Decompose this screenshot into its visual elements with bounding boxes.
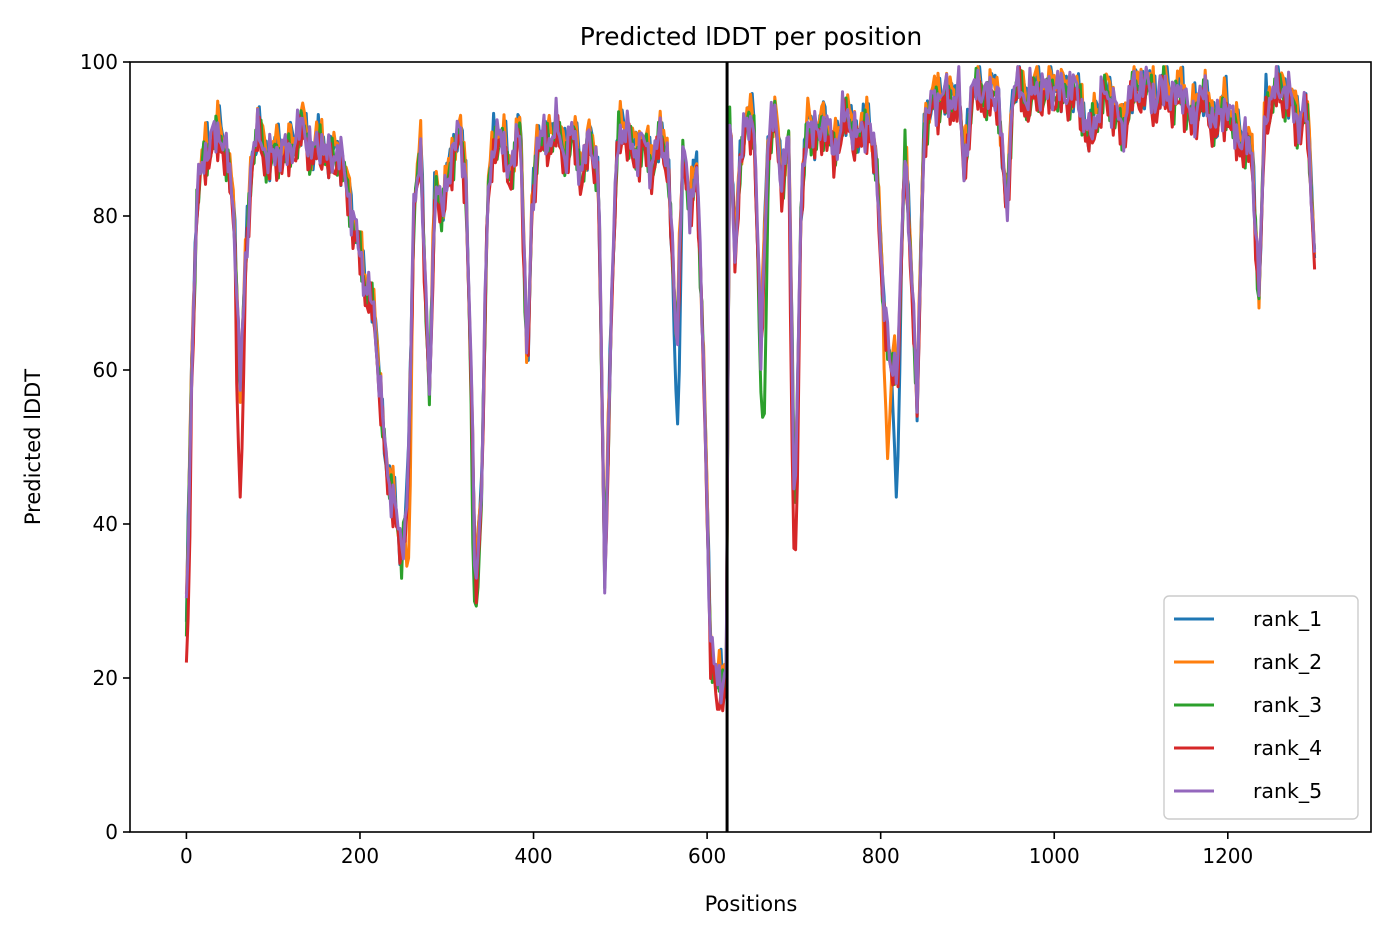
legend-label-rank-3: rank_3 [1253,693,1322,718]
x-tick-label: 200 [341,844,379,868]
series-line-rank-5 [184,65,1317,705]
y-tick-label: 80 [93,204,118,228]
y-tick-label: 100 [80,50,118,74]
legend-label-rank-1: rank_1 [1253,607,1322,632]
x-tick-label: 600 [688,844,726,868]
x-axis-label: Positions [705,892,798,916]
x-tick-label: 400 [514,844,552,868]
x-tick-label: 0 [180,844,193,868]
legend-label-rank-5: rank_5 [1253,779,1322,804]
y-axis-label: Predicted lDDT [21,369,45,525]
x-tick-label: 800 [862,844,900,868]
y-tick-label: 60 [93,358,118,382]
x-tick-label: 1000 [1029,844,1080,868]
chart-title: Predicted lDDT per position [580,22,922,51]
legend-label-rank-2: rank_2 [1253,650,1322,675]
y-tick-label: 40 [93,512,118,536]
y-axis-ticks: 0 20 40 60 80 100 [80,50,130,844]
x-axis-ticks: 0 200 400 600 800 1000 1200 [180,832,1253,868]
x-tick-label: 1200 [1202,844,1253,868]
y-tick-label: 0 [105,820,118,844]
legend-box [1163,595,1359,820]
plot-frame [129,61,1372,833]
series-lines [184,65,1317,713]
legend-label-rank-4: rank_4 [1253,736,1322,761]
legend: rank_1 rank_2 rank_3 rank_4 rank_5 [1163,595,1359,820]
y-tick-label: 20 [93,666,118,690]
